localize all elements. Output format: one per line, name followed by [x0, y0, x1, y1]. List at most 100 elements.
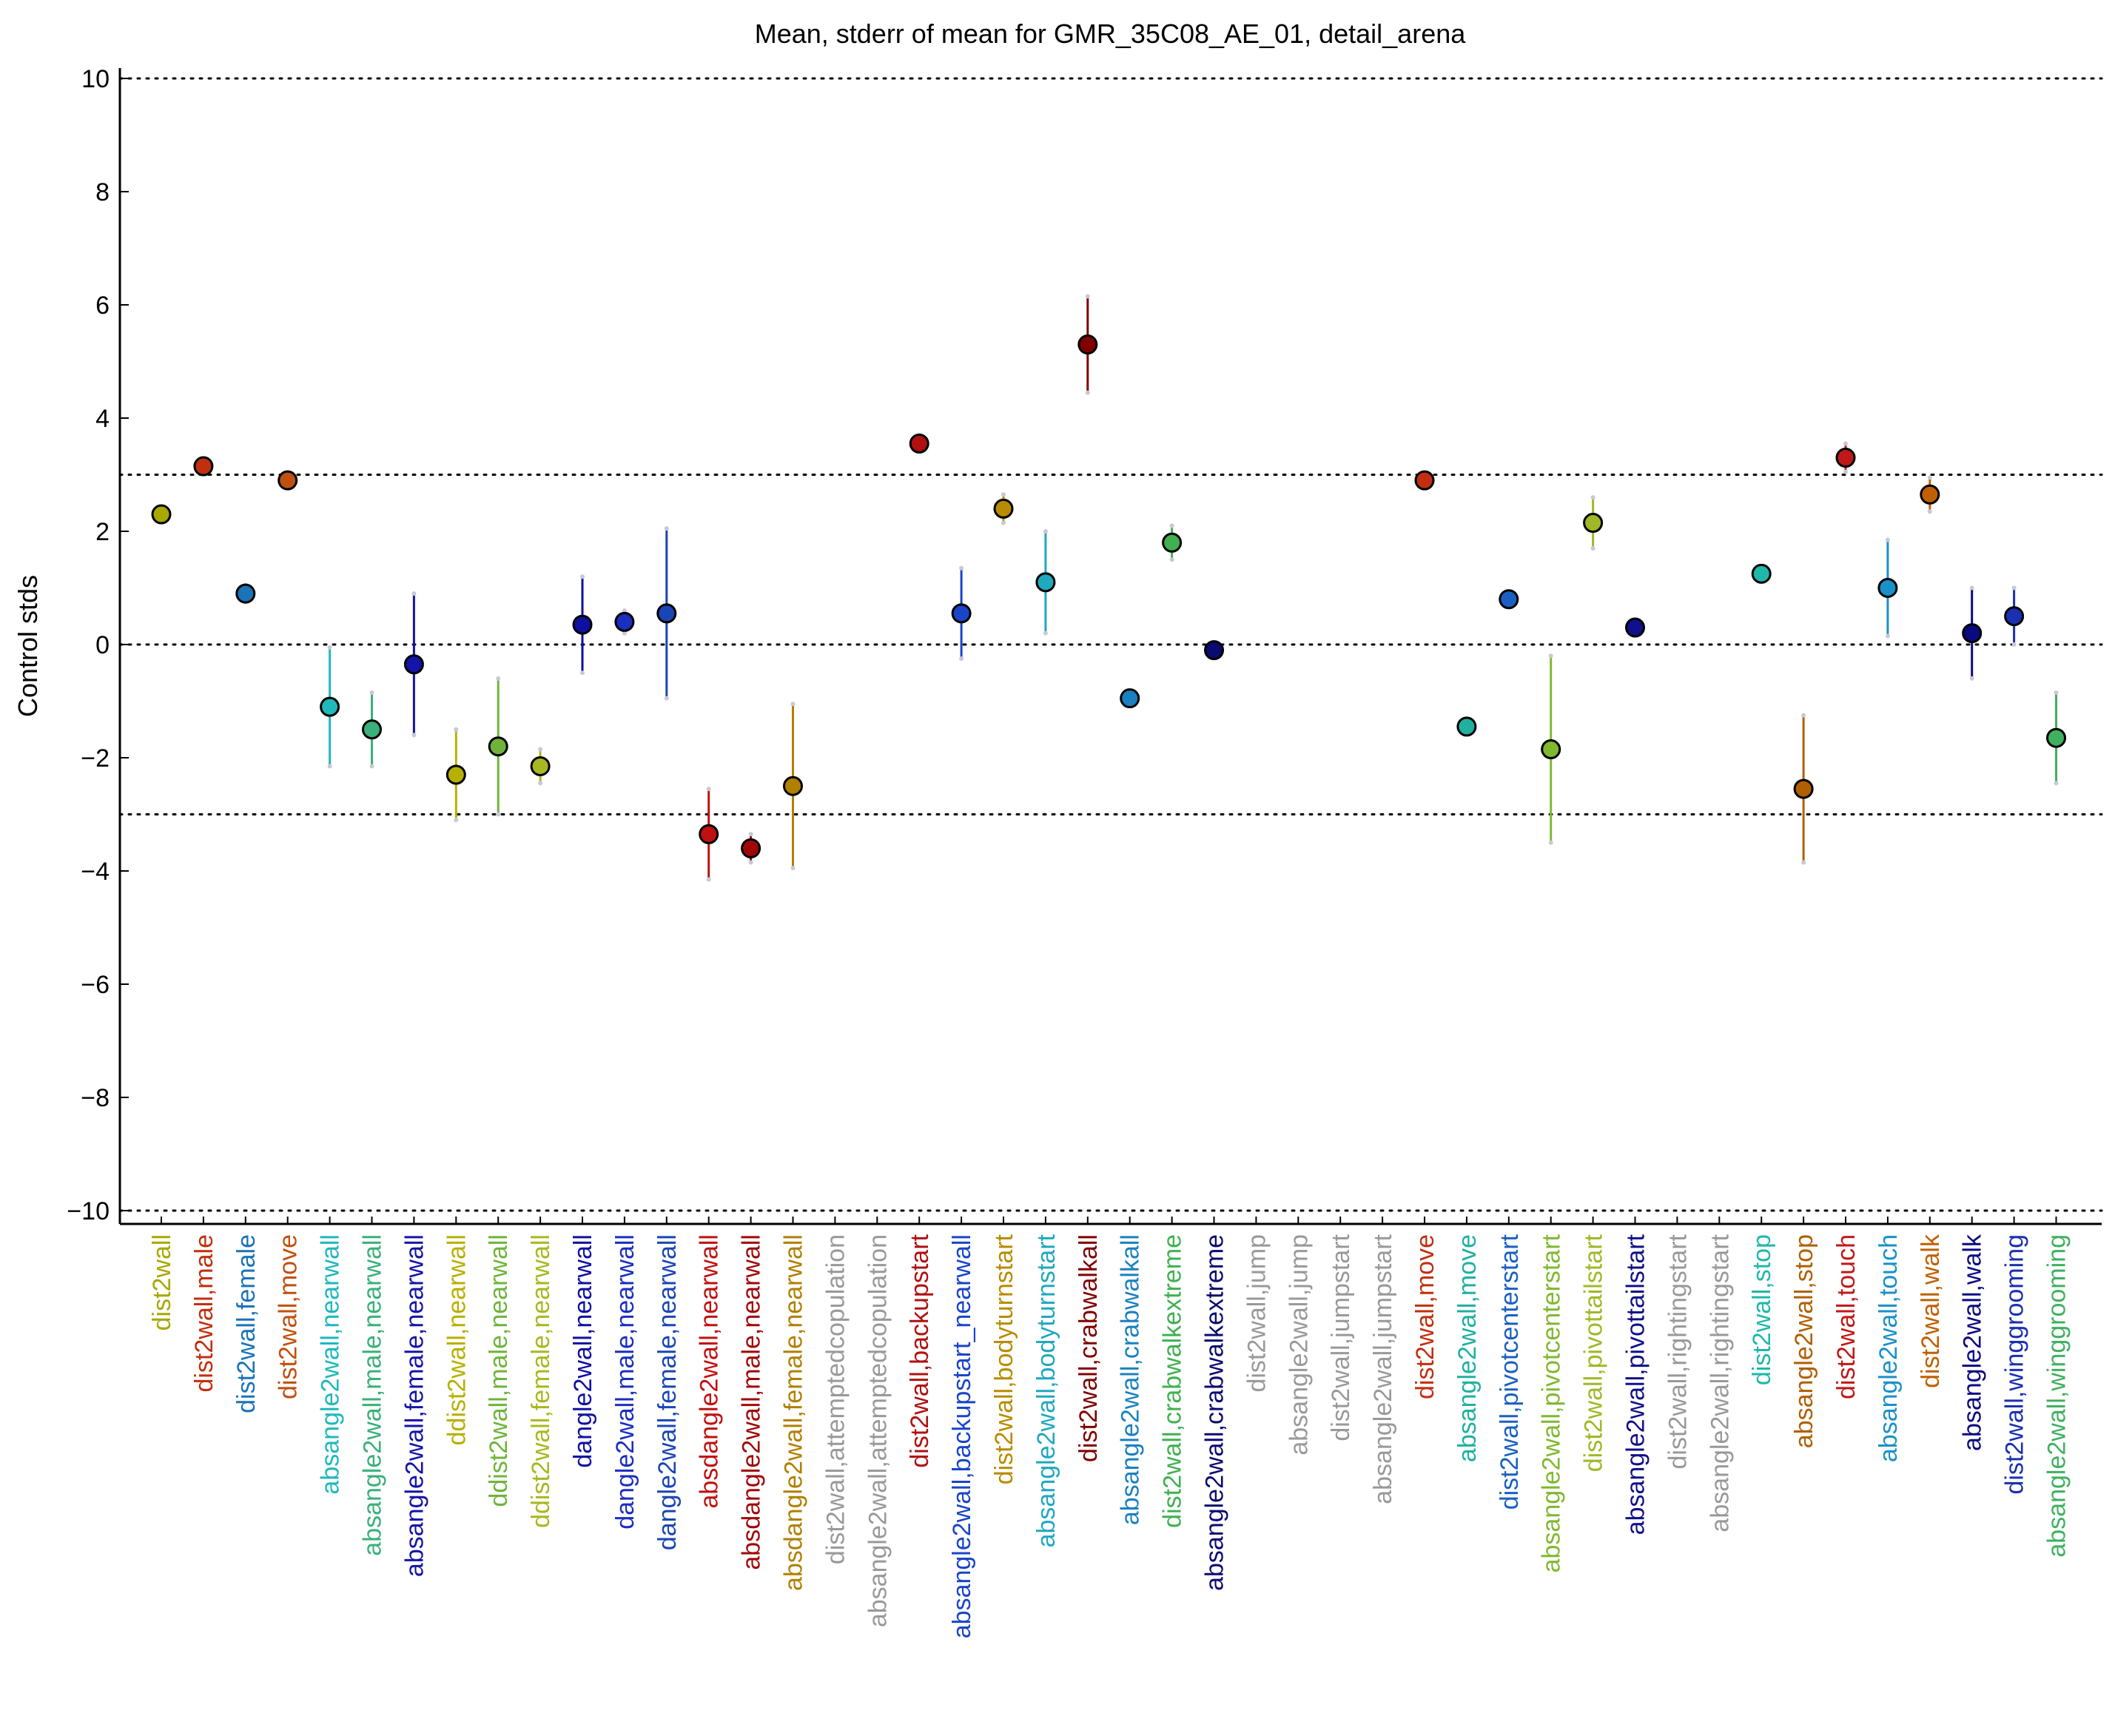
mean-marker — [1877, 578, 1898, 598]
error-cap-top — [580, 574, 585, 579]
mean-marker — [1456, 716, 1477, 737]
error-cap-top — [538, 747, 543, 752]
error-cap-bottom — [1885, 633, 1890, 639]
error-cap-top — [496, 676, 501, 681]
mean-marker — [614, 611, 635, 632]
chart-title: Mean, stderr of mean for GMR_35C08_AE_01… — [755, 18, 1467, 49]
x-tick-label: absangle2wall,touch — [1874, 1234, 1903, 1462]
x-tick-label: dist2wall,jumpstart — [1327, 1234, 1355, 1441]
mean-marker — [1793, 778, 1814, 799]
error-cap-top — [327, 645, 332, 650]
mean-marker — [1583, 513, 1604, 534]
x-tick-label: absangle2wall,pivottailstart — [1622, 1234, 1650, 1535]
error-cap-top — [790, 702, 796, 707]
y-tick-label: −10 — [67, 1197, 110, 1225]
mean-marker — [235, 583, 256, 604]
error-cap-bottom — [411, 733, 417, 738]
y-tick-label: 10 — [81, 65, 110, 93]
error-cap-bottom — [664, 696, 669, 701]
error-cap-top — [2011, 585, 2017, 591]
x-tick-label: dist2wall,rightingstart — [1664, 1234, 1692, 1469]
mean-marker — [488, 736, 508, 757]
mean-marker — [909, 433, 929, 454]
x-tick-label: ddist2wall,nearwall — [443, 1234, 471, 1445]
error-cap-top — [1590, 495, 1596, 500]
mean-marker — [1204, 640, 1224, 661]
error-cap-bottom — [369, 764, 374, 769]
y-tick-label: −8 — [81, 1084, 110, 1112]
error-cap-bottom — [706, 877, 711, 882]
y-tick-label: 4 — [95, 405, 110, 433]
x-tick-label: dangle2wall,nearwall — [569, 1234, 597, 1468]
mean-marker — [1751, 563, 1772, 584]
mean-marker — [151, 504, 172, 525]
x-tick-label: dist2wall,male — [190, 1234, 218, 1393]
error-cap-top — [454, 727, 459, 732]
error-cap-top — [959, 565, 964, 571]
x-tick-label: dangle2wall,female,nearwall — [653, 1234, 682, 1550]
error-cap-top — [1927, 475, 1932, 480]
mean-marker — [362, 719, 382, 740]
y-tick-label: 2 — [95, 518, 110, 546]
x-tick-label: absangle2wall,crabwalkall — [1117, 1234, 1145, 1525]
error-cap-bottom — [1043, 630, 1048, 636]
mean-marker — [2004, 606, 2025, 627]
mean-marker — [951, 603, 972, 624]
data-marks — [151, 294, 2066, 882]
mean-marker — [278, 470, 298, 491]
x-tick-label: absangle2wall,rightingstart — [1706, 1234, 1734, 1532]
error-cap-bottom — [1085, 390, 1090, 395]
error-cap-top — [1169, 523, 1174, 528]
x-tick-label: absdangle2wall,male,nearwall — [738, 1234, 766, 1570]
x-tick-label: absangle2wall,jump — [1285, 1234, 1313, 1456]
x-tick-label: absangle2wall,backupstart_nearwall — [948, 1234, 976, 1638]
x-tick-label: dist2wall,pivottailstart — [1580, 1234, 1608, 1472]
error-cap-top — [622, 608, 627, 613]
y-tick-label: −6 — [81, 971, 110, 999]
x-tick-label: absangle2wall,pivotcenterstart — [1538, 1234, 1566, 1572]
x-tick-label: absangle2wall,move — [1453, 1234, 1482, 1462]
x-tick-label: ddist2wall,female,nearwall — [527, 1234, 555, 1528]
x-tick-label: dist2wall,touch — [1832, 1234, 1860, 1399]
error-cap-bottom — [538, 781, 543, 786]
x-tick-label: absangle2wall,male,nearwall — [359, 1234, 387, 1556]
x-tick-label: dist2wall — [148, 1234, 176, 1330]
x-tick-label: absangle2wall,attemptedcopulation — [864, 1234, 892, 1627]
mean-marker — [1499, 589, 1519, 610]
error-cap-top — [664, 526, 669, 531]
error-cap-bottom — [959, 656, 964, 662]
error-cap-top — [1969, 585, 1974, 591]
mean-marker — [1835, 448, 1856, 468]
error-cap-top — [369, 690, 374, 696]
x-tick-label: dist2wall,move — [275, 1234, 303, 1399]
reference-lines — [118, 77, 2103, 1212]
error-cap-top — [411, 591, 417, 596]
x-tick-label: absangle2wall,crabwalkextreme — [1201, 1234, 1229, 1591]
x-tick-label: dangle2wall,male,nearwall — [611, 1234, 639, 1530]
error-cap-bottom — [1001, 520, 1006, 525]
y-axis-label: Control stds — [13, 575, 43, 717]
y-tick-label: 6 — [95, 292, 110, 320]
mean-marker — [1035, 572, 1056, 593]
x-tick-label: absangle2wall,bodyturnstart — [1032, 1234, 1060, 1547]
mean-marker — [656, 603, 677, 624]
mean-marker — [445, 764, 466, 785]
mean-marker — [2046, 727, 2066, 748]
mean-marker — [783, 776, 803, 796]
error-cap-bottom — [748, 860, 753, 865]
error-cap-bottom — [790, 866, 796, 871]
mean-marker — [320, 696, 340, 717]
mean-marker — [1920, 484, 1940, 505]
x-tick-label: dist2wall,winggrooming — [2001, 1234, 2029, 1495]
y-tick-label: 8 — [95, 178, 110, 206]
mean-marker — [1120, 688, 1140, 709]
error-cap-bottom — [1927, 509, 1932, 514]
x-tick-labels: dist2wall dist2wall,male dist2wall,female d… — [148, 1217, 2071, 1638]
error-cap-bottom — [1969, 676, 1974, 681]
x-tick-label: ddist2wall,male,nearwall — [485, 1234, 513, 1507]
x-tick-label: absangle2wall,female,nearwall — [400, 1234, 428, 1577]
x-tick-label: dist2wall,walk — [1917, 1234, 1945, 1388]
mean-marker — [193, 456, 214, 477]
mean-marker — [1625, 617, 1645, 638]
